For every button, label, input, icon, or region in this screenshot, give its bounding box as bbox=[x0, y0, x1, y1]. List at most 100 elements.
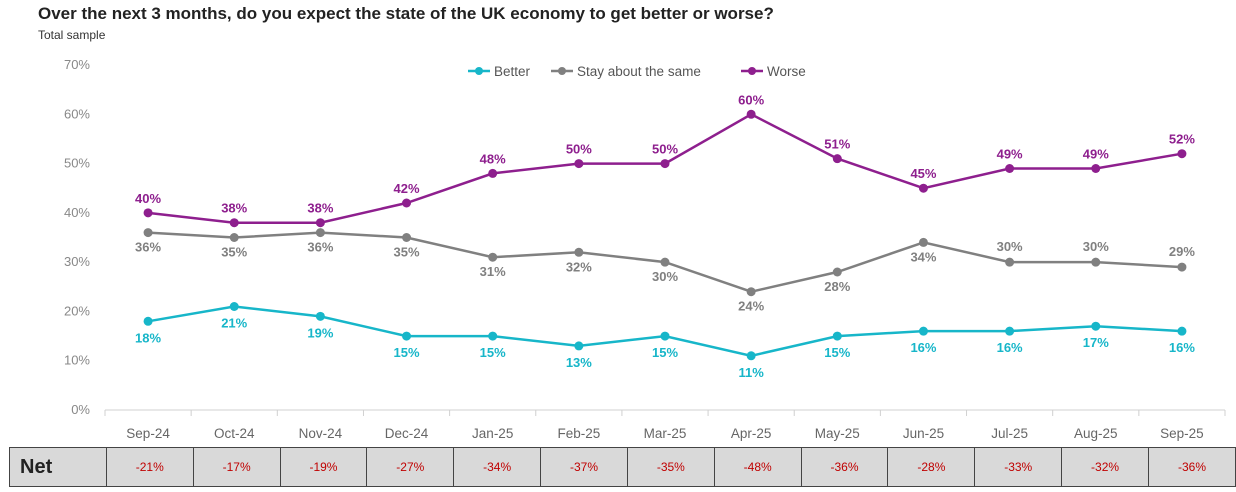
data-point bbox=[1177, 326, 1187, 336]
data-point bbox=[402, 331, 412, 341]
legend-swatch-marker bbox=[748, 67, 756, 75]
y-tick-label: 20% bbox=[64, 303, 90, 318]
data-label: 29% bbox=[1169, 244, 1195, 259]
net-value: -27% bbox=[366, 447, 455, 487]
data-label: 18% bbox=[135, 330, 161, 345]
data-point bbox=[574, 159, 584, 169]
data-point bbox=[143, 228, 153, 238]
data-label: 30% bbox=[997, 239, 1023, 254]
data-label: 35% bbox=[394, 245, 420, 260]
data-point bbox=[918, 326, 928, 336]
data-label: 49% bbox=[1083, 147, 1109, 162]
net-value: -34% bbox=[453, 447, 542, 487]
data-point bbox=[660, 159, 670, 169]
y-tick-label: 30% bbox=[64, 254, 90, 269]
data-label: 34% bbox=[910, 249, 936, 264]
data-label: 13% bbox=[566, 355, 592, 370]
net-table: Net -21% -17% -19% -27% -34% -37% -35% -… bbox=[9, 447, 1236, 487]
data-label: 38% bbox=[307, 201, 333, 216]
data-point bbox=[229, 218, 239, 228]
x-tick-label: Jul-25 bbox=[991, 426, 1028, 441]
net-value: -48% bbox=[713, 447, 802, 487]
net-value: -28% bbox=[887, 447, 976, 487]
data-point bbox=[746, 287, 756, 297]
x-tick-label: May-25 bbox=[815, 426, 860, 441]
data-point bbox=[832, 267, 842, 277]
data-point bbox=[832, 154, 842, 164]
data-label: 15% bbox=[824, 345, 850, 360]
net-value: -19% bbox=[279, 447, 368, 487]
chart-subtitle: Total sample bbox=[38, 28, 106, 42]
data-point bbox=[1091, 257, 1101, 267]
x-tick-label: Feb-25 bbox=[557, 426, 600, 441]
net-value: -37% bbox=[540, 447, 628, 487]
net-value: -17% bbox=[192, 447, 281, 487]
data-point bbox=[402, 198, 412, 208]
data-label: 32% bbox=[566, 259, 592, 274]
data-label: 31% bbox=[480, 264, 506, 279]
legend-swatch-marker bbox=[558, 67, 566, 75]
data-point bbox=[1091, 321, 1101, 331]
y-tick-label: 10% bbox=[64, 353, 90, 368]
data-label: 16% bbox=[910, 340, 936, 355]
net-value: -36% bbox=[1147, 447, 1236, 487]
data-point bbox=[229, 233, 239, 242]
data-label: 15% bbox=[652, 345, 678, 360]
data-point bbox=[315, 218, 325, 228]
data-label: 30% bbox=[652, 269, 678, 284]
x-tick-label: Mar-25 bbox=[644, 426, 687, 441]
data-label: 60% bbox=[738, 92, 764, 107]
data-point bbox=[918, 237, 928, 247]
data-label: 15% bbox=[480, 345, 506, 360]
data-label: 28% bbox=[824, 279, 850, 294]
y-tick-label: 0% bbox=[71, 402, 90, 417]
data-point bbox=[832, 331, 842, 341]
data-label: 15% bbox=[394, 345, 420, 360]
data-point bbox=[574, 341, 584, 351]
data-label: 36% bbox=[135, 240, 161, 255]
data-point bbox=[488, 331, 498, 341]
net-row: Net -21% -17% -19% -27% -34% -37% -35% -… bbox=[9, 447, 1236, 487]
data-label: 50% bbox=[652, 142, 678, 157]
data-point bbox=[574, 247, 584, 257]
data-point bbox=[660, 331, 670, 341]
data-label: 36% bbox=[307, 240, 333, 255]
data-label: 49% bbox=[997, 147, 1023, 162]
x-tick-label: Nov-24 bbox=[299, 426, 343, 441]
legend-swatch-marker bbox=[475, 67, 483, 75]
x-tick-label: Jan-25 bbox=[472, 426, 513, 441]
x-tick-label: Oct-24 bbox=[214, 426, 255, 441]
data-point bbox=[315, 311, 325, 321]
data-point bbox=[143, 316, 153, 326]
data-point bbox=[488, 252, 498, 262]
data-point bbox=[488, 168, 498, 178]
legend-label: Stay about the same bbox=[577, 64, 701, 79]
data-label: 50% bbox=[566, 142, 592, 157]
data-label: 52% bbox=[1169, 132, 1195, 147]
data-point bbox=[229, 302, 239, 311]
y-tick-label: 50% bbox=[64, 156, 90, 171]
data-label: 51% bbox=[824, 137, 850, 152]
net-label: Net bbox=[9, 447, 107, 487]
data-point bbox=[1177, 262, 1187, 272]
net-value: -35% bbox=[626, 447, 715, 487]
data-label: 24% bbox=[738, 299, 764, 314]
net-value: -36% bbox=[800, 447, 889, 487]
x-tick-label: Sep-25 bbox=[1160, 426, 1204, 441]
data-point bbox=[1005, 326, 1015, 336]
series-line-worse bbox=[147, 112, 1183, 224]
y-tick-label: 60% bbox=[64, 106, 90, 121]
data-point bbox=[402, 233, 412, 242]
data-label: 42% bbox=[394, 181, 420, 196]
data-label: 35% bbox=[221, 245, 247, 260]
x-tick-label: Jun-25 bbox=[903, 426, 944, 441]
data-point bbox=[660, 257, 670, 267]
data-label: 21% bbox=[221, 316, 247, 331]
data-point bbox=[1005, 164, 1015, 173]
y-tick-label: 40% bbox=[64, 205, 90, 220]
data-point bbox=[1005, 257, 1015, 267]
chart-title: Over the next 3 months, do you expect th… bbox=[38, 4, 774, 23]
net-value: -21% bbox=[105, 447, 194, 487]
data-point bbox=[1177, 149, 1187, 159]
data-point bbox=[746, 109, 756, 119]
